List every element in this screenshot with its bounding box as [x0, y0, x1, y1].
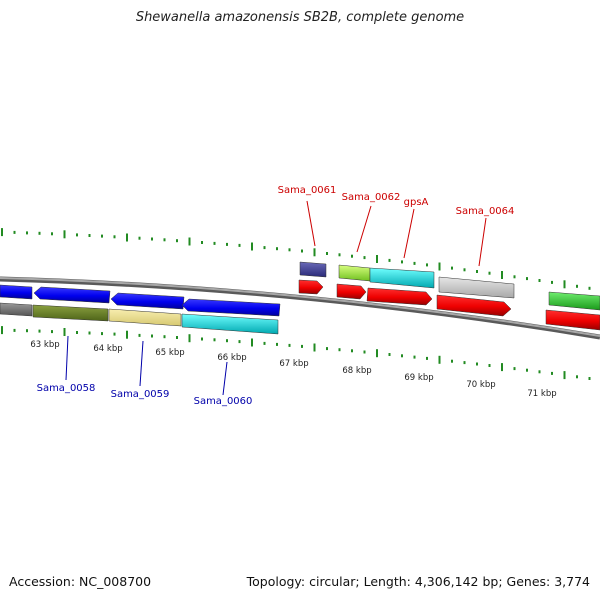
feature-arrow	[336, 283, 367, 300]
gene-label-gpsa: gpsA	[404, 197, 429, 208]
feature-arrow	[110, 292, 185, 310]
forward-strand-features	[298, 279, 600, 331]
feature-arrow	[33, 286, 111, 304]
feature-arrow	[366, 287, 433, 306]
feature-block	[438, 276, 515, 299]
scale-label-64kbp: 64 kbp	[93, 344, 122, 354]
feature-block	[338, 264, 371, 282]
gene-label-sama-0064: Sama_0064	[456, 206, 515, 217]
reverse-label-connectors	[65, 335, 228, 396]
reverse-strand-colored-features	[0, 302, 279, 335]
gene-label-sama-0062: Sama_0062	[342, 192, 401, 203]
feature-arrow	[545, 309, 600, 331]
feature-block	[369, 267, 435, 289]
tick-marks-lower	[1, 326, 591, 380]
topology-stats-label: Topology: circular; Length: 4,306,142 bp…	[246, 574, 590, 589]
feature-arrow	[0, 284, 33, 300]
reverse-strand-features	[0, 284, 281, 317]
feature-arrow	[436, 294, 512, 317]
gene-label-sama-0059: Sama_0059	[111, 389, 170, 400]
scale-label-70kbp: 70 kbp	[466, 380, 495, 390]
forward-label-connectors	[306, 200, 487, 267]
forward-strand-colored-features	[299, 261, 600, 311]
scale-label-68kbp: 68 kbp	[342, 366, 371, 376]
feature-block	[0, 302, 33, 317]
accession-label: Accession: NC_008700	[9, 574, 152, 589]
gene-label-sama-0061: Sama_0061	[278, 185, 337, 196]
tick-marks-upper	[1, 228, 591, 290]
scale-label-71kbp: 71 kbp	[527, 389, 556, 399]
scale-label-69kbp: 69 kbp	[404, 373, 433, 383]
genome-backbone	[0, 276, 600, 340]
feature-block	[181, 313, 279, 335]
scale-label-67kbp: 67 kbp	[279, 359, 308, 369]
feature-arrow	[181, 298, 281, 317]
gene-label-sama-0060: Sama_0060	[194, 396, 253, 407]
map-title: Shewanella amazonensis SB2B, complete ge…	[135, 10, 465, 25]
gene-label-sama-0058: Sama_0058	[37, 383, 96, 394]
scale-label-65kbp: 65 kbp	[155, 348, 184, 358]
feature-arrow	[298, 279, 324, 295]
feature-block	[548, 291, 600, 311]
feature-block	[108, 308, 182, 327]
feature-block	[299, 261, 327, 278]
feature-block	[32, 304, 109, 322]
scale-label-63kbp: 63 kbp	[30, 340, 59, 350]
scale-label-66kbp: 66 kbp	[217, 353, 246, 363]
